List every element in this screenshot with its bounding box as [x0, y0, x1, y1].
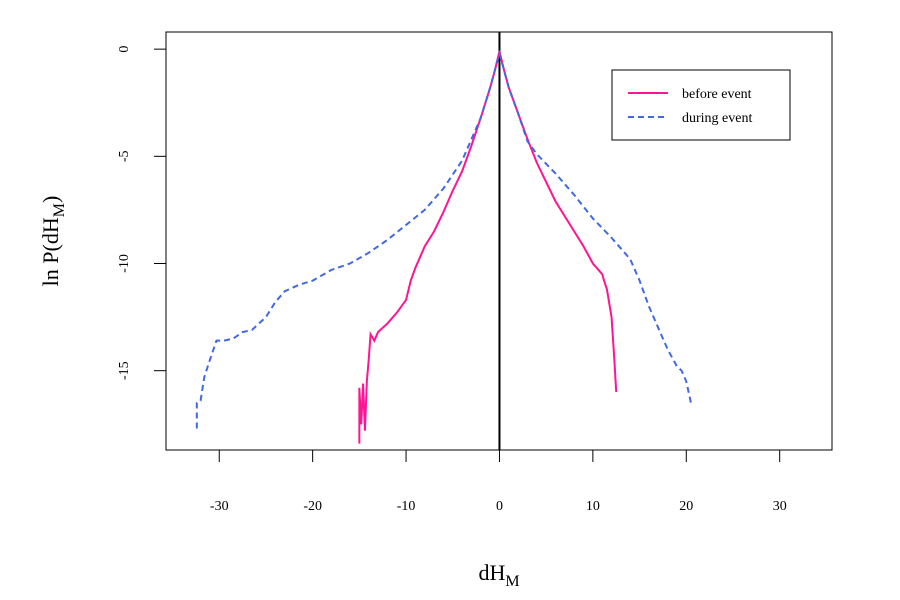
legend-box: [611, 69, 791, 141]
y-axis-label: ln P(dHM): [38, 196, 68, 287]
x-label-main: dH: [478, 560, 505, 585]
legend-label: during event: [682, 111, 752, 126]
x-tick-label: -10: [397, 499, 416, 514]
x-tick-label: 0: [496, 499, 503, 514]
x-axis-label: dHM: [478, 560, 519, 590]
y-label-end: ): [38, 196, 63, 203]
y-label-sub: M: [51, 203, 68, 217]
x-tick-label: -20: [303, 499, 322, 514]
x-label-sub: M: [505, 573, 519, 590]
x-tick-label: 10: [586, 499, 600, 514]
y-tick-label: -15: [117, 361, 132, 380]
y-tick-label: -5: [117, 150, 132, 162]
y-tick-label: 0: [117, 46, 132, 53]
x-tick-label: 20: [679, 499, 693, 514]
x-tick-label: -30: [210, 499, 229, 514]
y-tick-label: -10: [117, 254, 132, 273]
x-tick-label: 30: [773, 499, 787, 514]
y-label-main: ln P(dH: [38, 217, 63, 286]
data-line: [358, 51, 618, 444]
data-line: [195, 49, 692, 429]
legend-label: before event: [682, 87, 752, 102]
